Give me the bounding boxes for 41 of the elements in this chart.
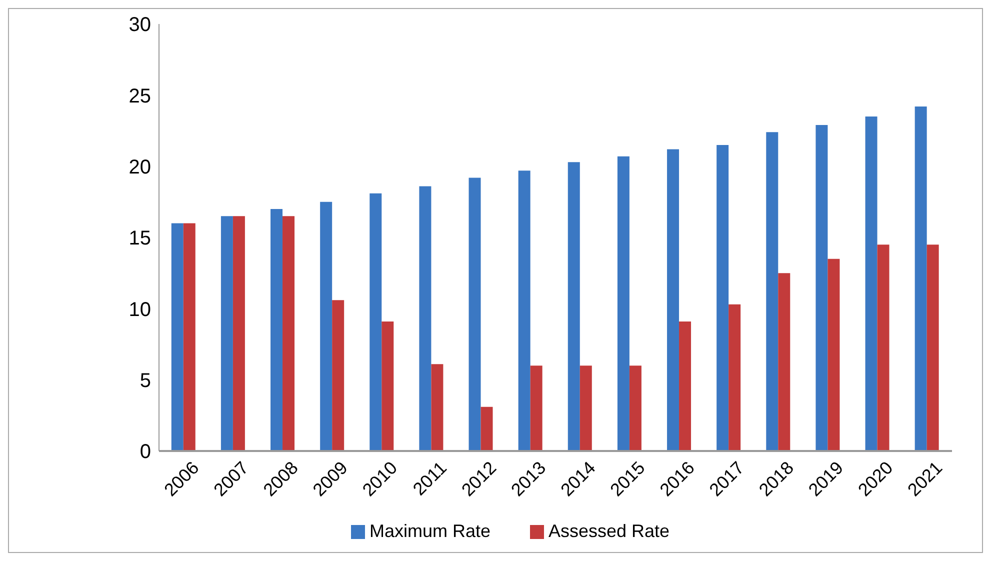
bar xyxy=(629,366,642,451)
bar xyxy=(778,273,790,451)
bar xyxy=(171,223,184,451)
bar xyxy=(828,258,840,451)
y-tick-label: 0 xyxy=(140,441,151,464)
bar xyxy=(877,244,890,451)
bar xyxy=(370,193,382,451)
bar xyxy=(419,186,432,451)
bar xyxy=(220,216,233,451)
bar xyxy=(530,366,542,451)
legend-label: Assessed Rate xyxy=(548,521,670,541)
bar xyxy=(518,170,530,451)
bar xyxy=(580,366,592,451)
bar xyxy=(568,162,580,451)
y-tick-label: 10 xyxy=(128,298,151,321)
y-tick-label: 25 xyxy=(128,85,151,108)
bar xyxy=(667,149,680,451)
bar xyxy=(480,406,493,451)
bar xyxy=(332,300,344,451)
bar xyxy=(766,132,778,451)
bar xyxy=(865,116,878,451)
bar xyxy=(320,202,332,451)
legend-label: Maximum Rate xyxy=(369,521,490,541)
bar xyxy=(926,244,939,451)
bar xyxy=(382,321,394,451)
bar xyxy=(270,209,283,451)
bar xyxy=(282,216,295,451)
bar xyxy=(232,216,245,451)
bar xyxy=(468,178,481,451)
bar xyxy=(431,364,444,451)
bar xyxy=(617,156,630,451)
bar xyxy=(816,125,828,451)
y-tick-label: 15 xyxy=(128,228,151,250)
y-tick-label: 20 xyxy=(128,156,151,178)
bar xyxy=(679,321,692,451)
bar xyxy=(183,223,196,451)
bar xyxy=(716,144,729,451)
bar xyxy=(728,304,741,451)
y-tick-label: 5 xyxy=(140,370,151,392)
y-tick-label: 30 xyxy=(128,14,151,36)
bar xyxy=(914,106,927,451)
